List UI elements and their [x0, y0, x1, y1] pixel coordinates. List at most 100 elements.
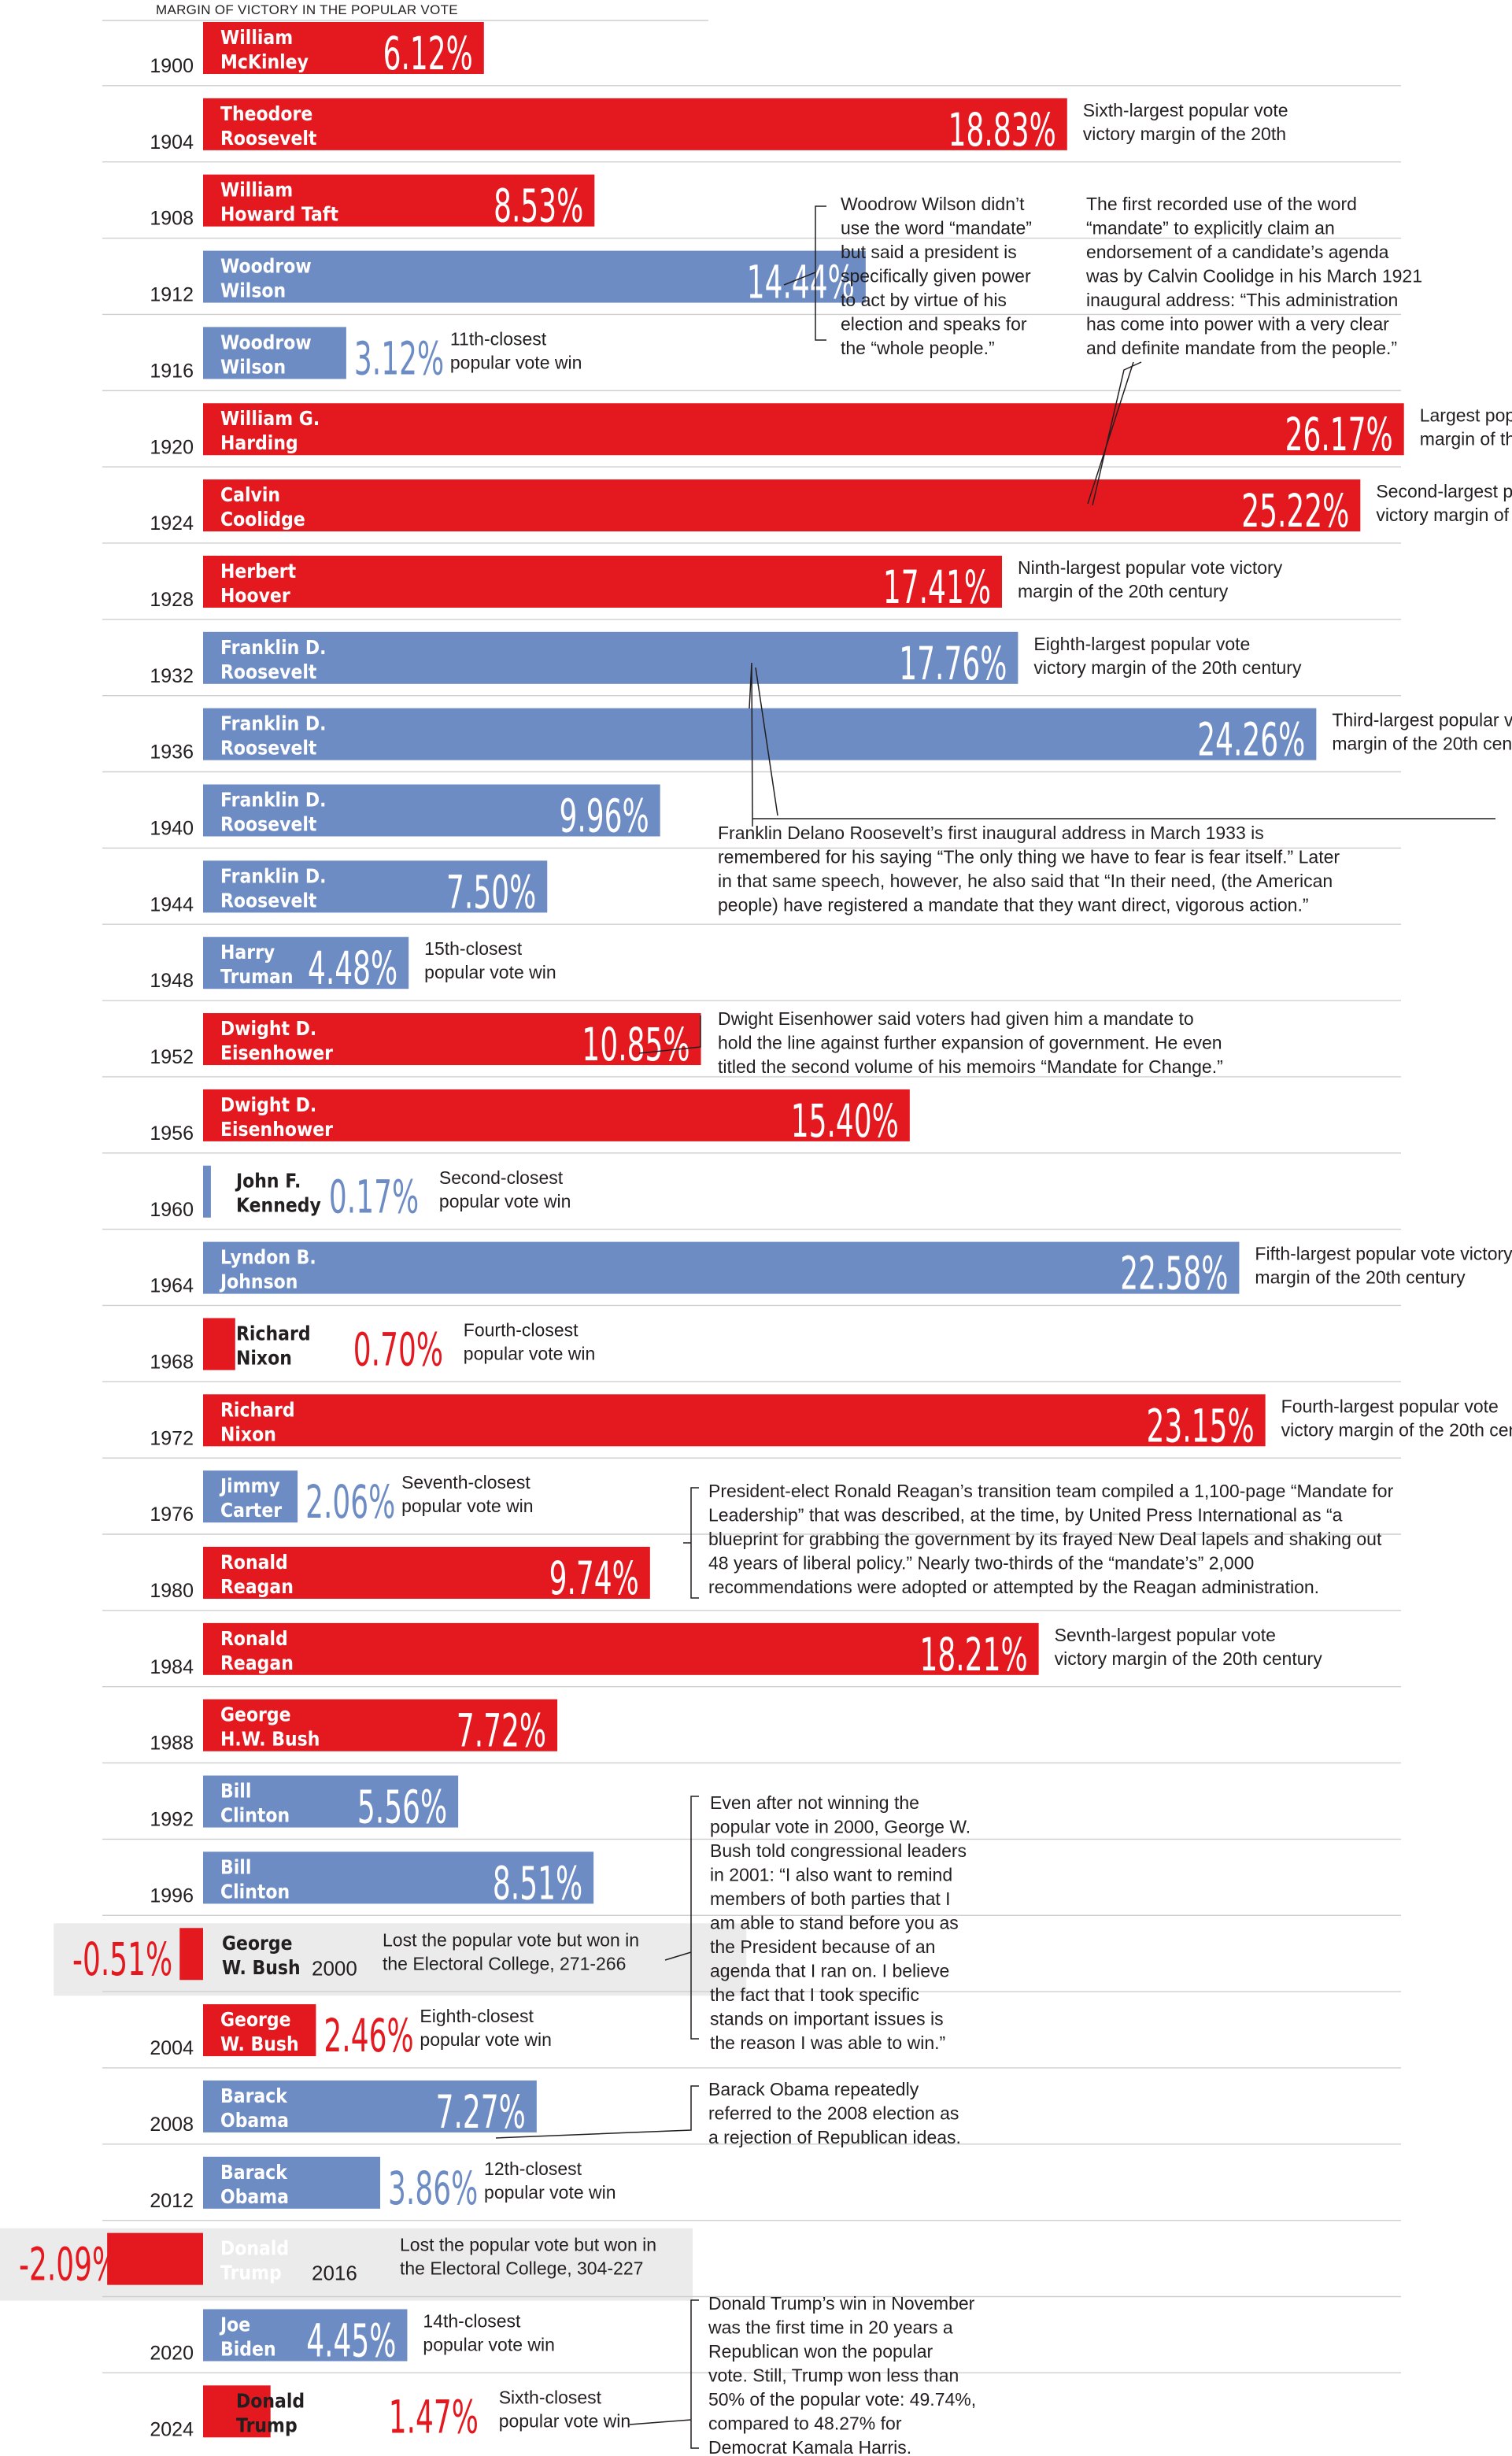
note-1928: Ninth-largest popular vote victory	[1018, 557, 1283, 578]
value-label-1952: 10.85%	[582, 1019, 689, 1071]
year-label: 1920	[150, 436, 194, 458]
annotation-obama-line: referred to the 2008 election as	[708, 2103, 959, 2124]
annotation-bush-line: Even after not winning the	[710, 1792, 919, 1813]
bar-1960	[203, 1165, 211, 1218]
bar-1928	[203, 555, 1003, 608]
candidate-name-1980: Ronald	[220, 1551, 288, 1574]
annotation-bush-line: the reason I was able to win.”	[710, 2032, 945, 2053]
annotation-bush-line: the fact that I took specific	[710, 1984, 919, 2005]
candidate-name-1904: Roosevelt	[220, 126, 316, 150]
note-1964: margin of the 20th century	[1255, 1267, 1466, 1288]
note-1916: 11th-closest	[450, 328, 547, 349]
annotation-wilson-line: to act by virtue of his	[841, 290, 1007, 310]
annotation-trump-line: Donald Trump’s win in November	[708, 2293, 975, 2314]
candidate-name-1916: Woodrow	[220, 331, 312, 354]
value-label-1900: 6.12%	[383, 28, 473, 80]
bar-1940	[203, 784, 660, 837]
note-1964: Fifth-largest popular vote victory	[1255, 1244, 1512, 1264]
year-label: 1940	[150, 818, 194, 840]
candidate-name-1964: Johnson	[219, 1270, 298, 1293]
bar-1956	[203, 1089, 910, 1141]
note-1904: Sixth-largest popular vote	[1083, 100, 1288, 120]
value-label-1928: 17.41%	[883, 561, 991, 614]
note-1976: Seventh-closest	[401, 1472, 530, 1492]
leader-eisenhower	[638, 1015, 701, 1054]
annotation-coolidge-line: has come into power with a very clear	[1086, 314, 1389, 335]
value-label-2004: 2.46%	[323, 2010, 413, 2062]
note-1960: Second-closest	[439, 1167, 564, 1188]
bar-1972	[203, 1394, 1266, 1447]
note-2004: Eighth-closest	[420, 2006, 534, 2026]
candidate-name-2016: Donald	[220, 2236, 289, 2260]
leader-fdr-bracket	[749, 662, 1495, 827]
value-label-1960: 0.17%	[329, 1171, 419, 1224]
note-1936: margin of the 20th century	[1332, 734, 1512, 754]
candidate-name-1976: Carter	[220, 1499, 282, 1522]
year-label: 1992	[150, 1809, 194, 1831]
year-label: 1904	[150, 131, 194, 154]
candidate-name-1960: Kennedy	[236, 1193, 321, 1217]
year-label: 2000	[312, 1956, 357, 1980]
annotation-bush-line: agenda that I ran on. I believe	[710, 1961, 949, 1981]
note-1968: popular vote win	[464, 1343, 596, 1363]
year-label: 1960	[150, 1199, 194, 1221]
note-1920: margin of the 20th century	[1420, 428, 1512, 449]
year-label: 1964	[150, 1275, 194, 1297]
note-1968: Fourth-closest	[464, 1319, 579, 1340]
value-label-1996: 8.51%	[493, 1858, 582, 1910]
year-label: 1948	[150, 970, 194, 992]
candidate-name-2024: Donald	[236, 2389, 305, 2413]
annotation-reagan-line: Leadership” that was described, at the t…	[708, 1505, 1343, 1526]
annotation-eisenhower-line: Dwight Eisenhower said voters had given …	[718, 1008, 1194, 1029]
candidate-name-1936: Roosevelt	[220, 736, 316, 760]
annotation-reagan-line: President-elect Ronald Reagan’s transiti…	[708, 1481, 1394, 1501]
year-label: 1968	[150, 1351, 194, 1373]
bar-1948	[203, 937, 409, 989]
leader-wilson	[783, 205, 826, 341]
leader-coolidge	[1087, 361, 1142, 506]
year-label: 1916	[150, 360, 194, 382]
annotation-reagan-line: 48 years of liberal policy.” Nearly two-…	[708, 1553, 1254, 1574]
candidate-name-1924: Coolidge	[220, 508, 305, 531]
candidate-name-2012: Obama	[220, 2184, 289, 2208]
candidate-name-1984: Reagan	[220, 1651, 294, 1674]
value-label-1936: 24.26%	[1197, 714, 1305, 767]
year-label: 1912	[150, 284, 194, 306]
candidate-name-1932: Franklin D.	[220, 635, 327, 659]
year-label: 1988	[150, 1733, 194, 1755]
candidate-name-1920: William G.	[220, 407, 320, 431]
note-1960: popular vote win	[439, 1191, 571, 1211]
annotation-coolidge-line: inaugural address: “This administration	[1086, 290, 1398, 310]
value-label-1968: 0.70%	[353, 1324, 443, 1377]
annotation-coolidge-line: and definite mandate from the people.”	[1086, 338, 1397, 358]
bar-1992	[203, 1775, 459, 1828]
note-1932: victory margin of the 20th century	[1033, 657, 1302, 678]
note-1916: popular vote win	[450, 352, 582, 372]
bar-1968	[203, 1318, 235, 1370]
annotation-coolidge-line: was by Calvin Coolidge in his March 1921	[1085, 266, 1422, 287]
bar-2020	[203, 2309, 408, 2362]
note-1972: Fourth-largest popular vote	[1281, 1396, 1499, 1416]
candidate-name-1960: John F.	[235, 1169, 301, 1193]
bar-1936	[203, 708, 1317, 760]
bar-2024	[203, 2385, 271, 2438]
note-1976: popular vote win	[401, 1496, 534, 1516]
bar-1912	[203, 250, 866, 303]
candidate-name-1988: H.W. Bush	[220, 1727, 320, 1751]
candidate-name-1928: Hoover	[220, 584, 290, 608]
value-label-1908: 8.53%	[494, 180, 583, 233]
candidate-name-1996: Clinton	[220, 1880, 290, 1903]
bar-1900	[203, 22, 484, 74]
year-label: 2008	[150, 2114, 194, 2136]
candidate-name-1944: Roosevelt	[220, 889, 316, 912]
candidate-name-2012: Barack	[220, 2160, 288, 2184]
candidate-name-2020: Joe	[219, 2313, 250, 2336]
note-1984: Sevnth-largest popular vote	[1055, 1625, 1276, 1645]
bar-2000	[179, 1928, 203, 1981]
note-2012: 12th-closest	[484, 2158, 582, 2179]
candidate-name-1920: Harding	[220, 431, 298, 455]
bar-1920	[203, 403, 1404, 456]
year-label: 1984	[150, 1656, 194, 1678]
candidate-name-1924: Calvin	[220, 483, 280, 507]
note-1924: victory margin of the 20th century	[1376, 505, 1512, 525]
